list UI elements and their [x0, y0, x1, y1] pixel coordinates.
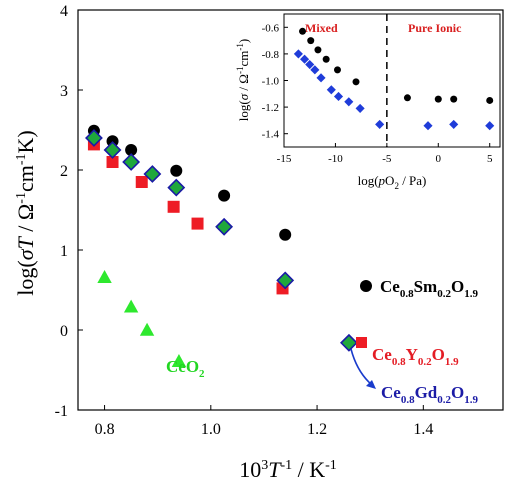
inset-point-blue — [423, 121, 433, 131]
point-ce0-8gd0-2o1-9 — [103, 141, 122, 159]
main-x-axis-label: 103T-1 / K-1 — [239, 457, 337, 482]
inset-point-black — [486, 96, 494, 104]
inset-x-tick-label: -15 — [277, 153, 292, 165]
inset-point-blue — [310, 65, 320, 75]
legend-sm-label: Ce0.8Sm0.2O1.9 — [380, 277, 478, 300]
point-ce0-8sm0-2o1-9 — [279, 228, 292, 241]
inset-y-ticks: -0.6 -0.8 -1.0 -1.2 -1.4 — [262, 22, 288, 141]
point-ce0-8gd0-2o1-9 — [340, 333, 358, 352]
point-ce0-8sm0-2o1-9 — [170, 164, 183, 177]
main-x-tick-label: 0.8 — [95, 421, 115, 438]
inset-point-blue — [344, 97, 354, 107]
inset-plot: -0.6 -0.8 -1.0 -1.2 -1.4 -15 -10 -5 0 5 Mixed Pu… — [235, 13, 501, 191]
inset-point-blue — [326, 85, 336, 95]
legend-sm-marker — [360, 280, 372, 292]
point-ce0-8gd0-2o1-9 — [276, 271, 295, 290]
inset-point-black — [352, 78, 360, 86]
main-y-axis-label: log(σT / Ω-1cm-1K) — [13, 130, 38, 295]
main-y-tick-label: -1 — [55, 403, 68, 420]
point-ce0-8sm0-2o1-9 — [125, 144, 138, 156]
point-ceo2 — [139, 322, 155, 336]
legend-y-marker — [356, 337, 367, 348]
main-y-tick-label: 4 — [60, 3, 68, 20]
point-ce0-8sm0-2o1-9 — [218, 189, 231, 202]
inset-y-tick-label: -1.4 — [262, 129, 280, 141]
legend-gd-label: Ce0.8Gd0.2O1.9 — [381, 383, 479, 406]
inset-point-black — [434, 95, 442, 103]
inset-x-ticks: -15 -10 -5 0 5 — [277, 143, 493, 165]
main-x-tick-label: 1.0 — [201, 421, 221, 438]
main-series-marks — [85, 124, 358, 367]
inset-point-blue — [375, 119, 385, 129]
inset-point-black — [450, 95, 458, 103]
point-ce0-8gd0-2o1-9 — [167, 178, 186, 197]
inset-point-blue — [449, 119, 459, 129]
inset-point-black — [403, 94, 411, 102]
point-ceo2 — [97, 270, 112, 283]
inset-point-blue — [293, 49, 303, 59]
inset-point-black — [307, 37, 315, 45]
inset-point-blue — [300, 54, 310, 64]
inset-point-black — [333, 66, 341, 74]
inset-x-axis-label: log(pO2 / Pa) — [358, 173, 427, 191]
inset-annotation-mixed: Mixed — [305, 21, 338, 35]
legend-gd-arrow-head — [366, 380, 376, 389]
inset-point-blue — [305, 59, 315, 70]
point-ce0-8y0-2o1-9 — [106, 156, 119, 168]
legend-y-label: Ce0.8Y0.2O1.9 — [372, 345, 459, 368]
main-plot-frame — [77, 9, 504, 411]
inset-y-tick-label: -0.8 — [262, 49, 280, 61]
inset-x-tick-label: 5 — [487, 153, 493, 165]
main-x-tick-label: 1.2 — [307, 421, 327, 438]
main-x-ticks: 0.8 1.0 1.2 1.4 — [95, 405, 433, 438]
inset-annotation-pure-ionic: Pure Ionic — [408, 21, 462, 35]
main-x-tick-label: 1.4 — [413, 421, 433, 438]
inset-x-tick-label: -10 — [328, 153, 343, 165]
inset-x-tick-label: 0 — [436, 153, 442, 165]
inset-point-black — [322, 55, 330, 63]
legend: Ce0.8Sm0.2O1.9 Ce0.8Y0.2O1.9 Ce0.8Gd0.2O… — [166, 277, 479, 406]
inset-point-blue — [333, 91, 344, 102]
point-ce0-8y0-2o1-9 — [191, 217, 204, 230]
main-y-tick-label: 0 — [60, 323, 68, 340]
point-ce0-8gd0-2o1-9 — [85, 129, 103, 147]
point-ce0-8gd0-2o1-9 — [122, 153, 141, 171]
inset-x-tick-label: -5 — [382, 153, 392, 165]
point-ce0-8y0-2o1-9 — [167, 200, 180, 213]
point-ceo2 — [171, 354, 187, 367]
main-y-ticks: -1 0 1 2 3 4 — [55, 3, 83, 420]
inset-point-blue — [355, 103, 365, 113]
point-ce0-8y0-2o1-9 — [135, 176, 148, 188]
legend-ceo2-label: CeO2 — [166, 357, 205, 380]
main-y-tick-label: 2 — [60, 163, 68, 180]
inset-y-axis-label: log(σ / Ω-1cm-1) — [235, 39, 251, 121]
legend-gd-arrow — [350, 348, 373, 386]
inset-y-tick-label: -1.2 — [262, 102, 279, 114]
inset-point-black — [299, 27, 307, 35]
inset-y-tick-label: -0.6 — [262, 22, 280, 34]
point-ce0-8gd0-2o1-9 — [215, 217, 234, 236]
point-ce0-8gd0-2o1-9 — [143, 165, 162, 183]
point-ceo2 — [123, 299, 139, 313]
main-y-tick-label: 1 — [60, 243, 68, 260]
inset-point-blue — [485, 121, 495, 131]
inset-series-marks — [293, 27, 495, 131]
inset-point-blue — [316, 73, 326, 83]
inset-y-tick-label: -1.0 — [262, 76, 280, 88]
inset-point-black — [314, 46, 322, 54]
main-y-tick-label: 3 — [60, 83, 68, 100]
